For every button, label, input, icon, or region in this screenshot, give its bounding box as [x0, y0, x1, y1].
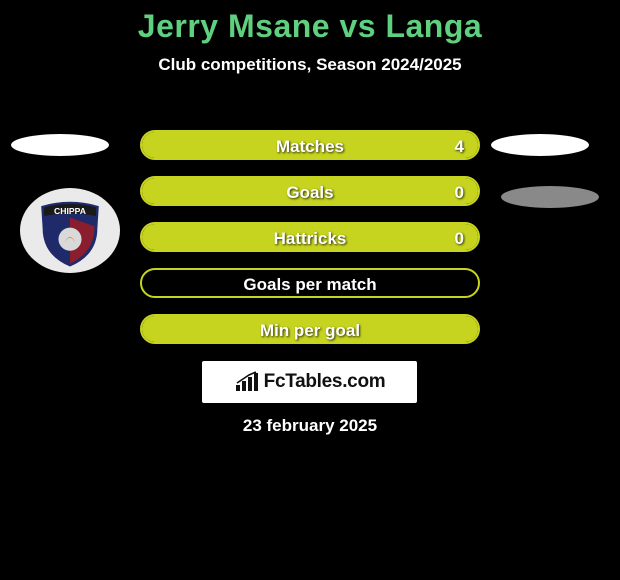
stat-bars: Matches4Goals0Hattricks0Goals per matchM… [140, 130, 480, 360]
stat-bar: Goals0 [140, 176, 480, 206]
brand-prefix: Fc [264, 371, 286, 392]
crest-banner-text: CHIPPA [54, 206, 86, 216]
brand-text: FcTables.com [264, 371, 386, 393]
stat-bar-label: Hattricks [142, 224, 478, 254]
stat-bar-value: 0 [455, 178, 464, 208]
stat-bar-label: Matches [142, 132, 478, 162]
page-title: Jerry Msane vs Langa [0, 8, 620, 45]
stat-bar: Hattricks0 [140, 222, 480, 252]
brand-rest: Tables.com [285, 371, 385, 392]
stat-bar: Min per goal [140, 314, 480, 344]
brand-badge: FcTables.com [202, 361, 417, 403]
player-right-ellipse-2 [501, 186, 599, 208]
page-subtitle: Club competitions, Season 2024/2025 [0, 55, 620, 75]
stat-bar: Matches4 [140, 130, 480, 160]
crest-shield-icon: CHIPPA [34, 196, 106, 268]
stat-bar-label: Goals [142, 178, 478, 208]
stat-bar-label: Goals per match [142, 270, 478, 300]
stat-bar-value: 0 [455, 224, 464, 254]
player-right-ellipse [491, 134, 589, 156]
stat-bar-label: Min per goal [142, 316, 478, 346]
brand-bars-icon [234, 371, 260, 393]
stat-bar: Goals per match [140, 268, 480, 298]
stat-bar-value: 4 [455, 132, 464, 162]
player-left-ellipse [11, 134, 109, 156]
snapshot-date: 23 february 2025 [0, 416, 620, 436]
club-crest: CHIPPA [20, 188, 120, 278]
